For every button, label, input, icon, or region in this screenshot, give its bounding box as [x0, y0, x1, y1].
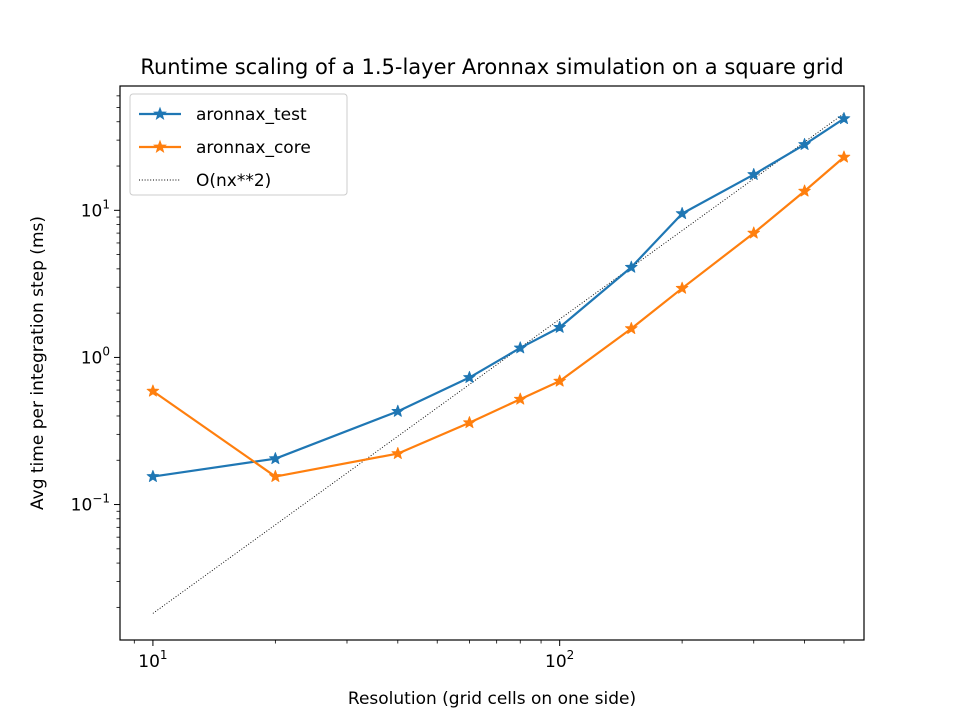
- plot-area: [146, 112, 851, 614]
- data-point-aronnax-core: [391, 446, 405, 459]
- data-point-aronnax-core: [837, 150, 851, 163]
- legend-label-o-nx-2: O(nx**2): [196, 171, 271, 191]
- legend-box: [129, 93, 348, 196]
- x-tick-label: 102: [545, 648, 574, 672]
- data-point-aronnax-test: [146, 469, 160, 482]
- data-point-aronnax-test: [513, 341, 527, 354]
- data-point-aronnax-core: [463, 416, 476, 429]
- series-line-o-nx-2: [152, 113, 845, 614]
- data-point-aronnax-core: [747, 226, 761, 239]
- legend-marker-aronnax-test: [153, 106, 167, 120]
- tick-layer: 101 102 10−1 100 101: [71, 95, 845, 672]
- data-point-aronnax-test: [553, 320, 566, 333]
- data-point-aronnax-core: [675, 281, 689, 294]
- data-point-aronnax-test: [837, 112, 851, 125]
- legend-label-aronnax-test: aronnax_test: [196, 105, 307, 125]
- data-point-aronnax-test: [747, 167, 761, 180]
- data-point-aronnax-test: [391, 404, 405, 417]
- y-tick-label: 10−1: [71, 492, 110, 516]
- chart-title: Runtime scaling of a 1.5-layer Aronnax s…: [140, 55, 843, 79]
- data-point-aronnax-test: [625, 260, 638, 273]
- x-axis-label: Resolution (grid cells on one side): [348, 689, 636, 709]
- x-tick-label: 101: [138, 648, 167, 672]
- data-point-aronnax-test: [798, 137, 811, 150]
- data-point-aronnax-core: [798, 184, 811, 197]
- plot-frame: [119, 85, 865, 641]
- data-point-aronnax-core: [269, 469, 282, 482]
- y-axis-label: Avg time per integration step (ms): [28, 216, 48, 510]
- legend: aronnax_test aronnax_core O(nx**2): [129, 93, 348, 196]
- series-layer: [146, 112, 851, 614]
- data-point-aronnax-core: [146, 384, 160, 397]
- data-point-aronnax-core: [553, 374, 566, 387]
- legend-marker-aronnax-core: [153, 139, 167, 153]
- y-tick-label: 100: [81, 344, 110, 368]
- legend-label-aronnax-core: aronnax_core: [196, 138, 311, 158]
- data-point-aronnax-test: [269, 452, 282, 465]
- data-point-aronnax-test: [675, 207, 689, 220]
- y-tick-label: 101: [81, 197, 110, 221]
- data-point-aronnax-core: [513, 392, 527, 405]
- data-point-aronnax-test: [463, 370, 476, 383]
- data-point-aronnax-core: [625, 322, 638, 335]
